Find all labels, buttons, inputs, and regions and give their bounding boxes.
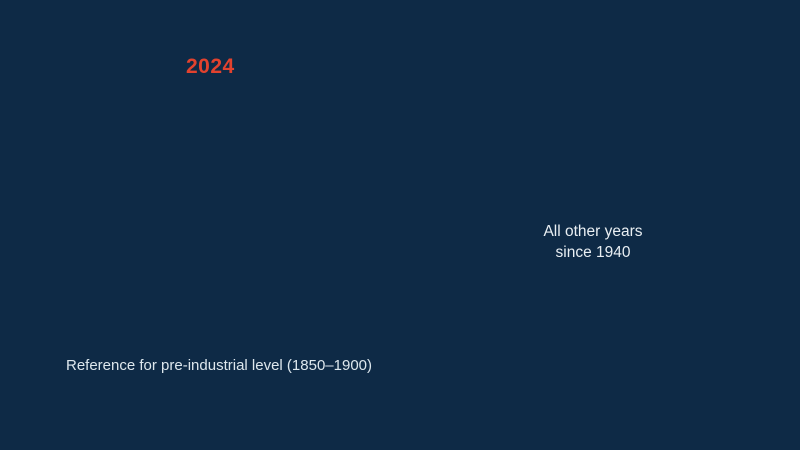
- annotation-all-other-years: All other years since 1940: [517, 221, 669, 263]
- annotation-all-other-years-line2: since 1940: [555, 244, 631, 261]
- annotation-all-other-years-line1: All other years: [543, 223, 643, 240]
- series-annotation-2024: 2024: [186, 55, 235, 78]
- annotation-preindustrial-reference: Reference for pre-industrial level (1850…: [66, 357, 373, 374]
